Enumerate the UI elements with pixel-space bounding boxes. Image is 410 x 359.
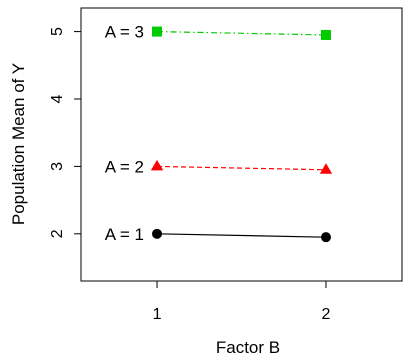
series-line <box>157 233 326 238</box>
series-1: A = 1 <box>105 225 331 244</box>
data-point <box>320 29 331 40</box>
y-tick-label: 5 <box>49 27 66 36</box>
series-2: A = 2 <box>105 157 333 176</box>
series-label: A = 1 <box>105 225 144 244</box>
data-point <box>320 232 331 243</box>
series-line <box>157 165 326 171</box>
x-axis-title: Factor B <box>216 338 280 357</box>
data-point <box>319 163 333 174</box>
plot-frame <box>80 7 403 282</box>
series-label: A = 2 <box>105 157 144 176</box>
series-label: A = 3 <box>105 23 144 42</box>
y-tick-label: 4 <box>49 94 66 103</box>
x-tick-label: 2 <box>322 306 331 323</box>
y-tick-label: 2 <box>49 229 66 238</box>
data-point <box>152 26 163 37</box>
y-axis-title: Population Mean of Y <box>9 63 28 225</box>
data-point <box>152 228 163 239</box>
y-tick-label: 3 <box>49 162 66 171</box>
x-tick-label: 1 <box>153 306 162 323</box>
series-3: A = 3 <box>105 23 331 42</box>
series-line <box>157 30 326 36</box>
series-layer: A = 1 A = 2 A = 3 <box>105 23 333 244</box>
y-axis: 2 3 4 5 <box>49 27 81 238</box>
data-point <box>150 159 164 171</box>
